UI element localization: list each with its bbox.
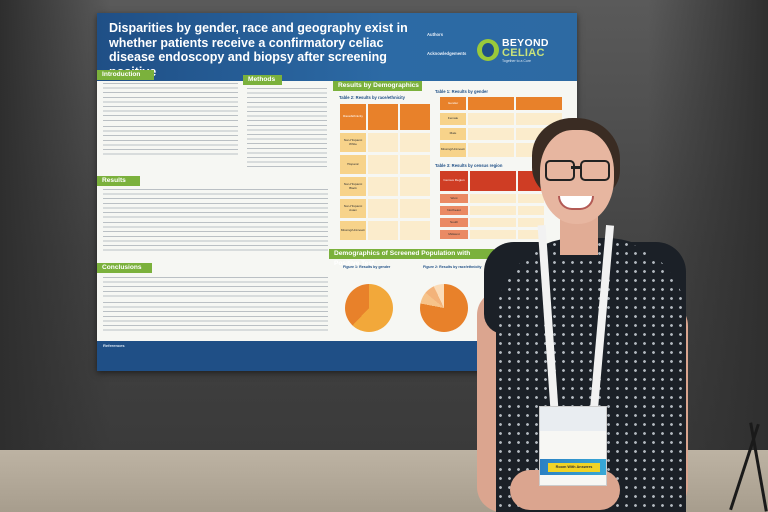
beyond-celiac-logo: BEYOND CELIAC Together to a Cure [477, 37, 575, 67]
table2-row: Non-Hispanic Asian [340, 199, 366, 218]
logo-celiac: CELIAC [502, 47, 545, 59]
logo-beyond: BEYOND [502, 37, 549, 49]
table1-cell [468, 113, 514, 125]
table3-header: Census Region [440, 171, 468, 191]
table3-title: Table 3: Results by census region [435, 163, 503, 168]
table2-cell [368, 155, 398, 174]
table2-cell [368, 199, 398, 218]
table2-col-header [400, 104, 430, 130]
table3-cell [518, 218, 544, 227]
conclusions-heading: Conclusions [97, 263, 152, 273]
table1-title: Table 1: Results by gender [435, 89, 488, 94]
table1-row: Female [440, 113, 466, 125]
easel-stand [729, 420, 768, 512]
acknowledgements-label: Acknowledgements [427, 50, 467, 56]
glasses-left-lens [545, 160, 575, 181]
table2-cell [368, 133, 398, 152]
badge-ribbon: Room With Answers [548, 463, 600, 472]
table1-col-header [516, 97, 562, 110]
research-poster: Disparities by gender, race and geograph… [97, 13, 577, 371]
poster-title: Disparities by gender, race and geograph… [109, 21, 408, 79]
logo-mark-icon [477, 39, 499, 61]
results-demographics-heading: Results by Demographics [333, 81, 422, 91]
figure1-title: Figure 1: Results by gender [343, 265, 391, 269]
table1-col-header [468, 97, 514, 110]
race-pie-chart [420, 284, 468, 332]
table1-row: Male [440, 128, 466, 140]
table2-row: Hispanic [340, 155, 366, 174]
table2-row: Missing/Unknown [340, 221, 366, 240]
table2-cell [400, 199, 430, 218]
table2-cell [400, 221, 430, 240]
table1-header: Gender [440, 97, 466, 110]
table3-row: Northeast [440, 206, 468, 215]
table3-row: South [440, 218, 468, 227]
table2-cell [400, 177, 430, 196]
poster-header: Disparities by gender, race and geograph… [97, 13, 577, 81]
table3-cell [518, 206, 544, 215]
table1-cell [468, 128, 514, 140]
glasses-right-lens [580, 160, 610, 181]
methods-heading: Methods [243, 75, 282, 85]
table3-cell [518, 230, 544, 239]
references-heading: References [103, 343, 125, 348]
table3-cell [470, 218, 516, 227]
methods-text [247, 88, 327, 173]
logo-wordmark: BEYOND CELIAC [502, 37, 549, 59]
table3-cell [470, 230, 516, 239]
table3-cell [470, 194, 516, 203]
results-text [103, 189, 328, 259]
badge-header [540, 407, 606, 431]
logo-tagline: Together to a Cure [502, 59, 531, 63]
table2-cell [368, 221, 398, 240]
table3-row: West [440, 194, 468, 203]
table2-cell [400, 133, 430, 152]
demographics-heading: Demographics of Screened Population with… [329, 249, 494, 267]
table3-cell [518, 194, 544, 203]
table1-cell [516, 113, 562, 125]
table2-row: Non-Hispanic Black [340, 177, 366, 196]
table2-title: Table 2: Results by race/ethnicity [339, 95, 406, 100]
table1-cell [468, 143, 514, 157]
table3-cell [470, 206, 516, 215]
wall-shadow-left [0, 0, 110, 455]
figure2-title: Figure 2: Results by race/ethnicity [423, 265, 482, 269]
gender-pie-chart [345, 284, 393, 332]
introduction-heading: Introduction [97, 70, 154, 80]
table2-row: Non-Hispanic White [340, 133, 366, 152]
glasses-bridge [571, 166, 580, 169]
results-heading: Results [97, 176, 140, 186]
authors-label: Authors [427, 32, 444, 37]
poster-authors: Authors Acknowledgements [427, 32, 475, 56]
table2-header: Race/Ethnicity [340, 104, 366, 130]
table2-cell [400, 155, 430, 174]
table2-col-header [368, 104, 398, 130]
table3-col-header [470, 171, 516, 191]
table1-row: Missing/Unknown [440, 143, 466, 157]
conclusions-text [103, 277, 328, 339]
introduction-text [103, 83, 238, 173]
table3-row: Midwest [440, 230, 468, 239]
table2-cell [368, 177, 398, 196]
name-badge: Room With Answers [539, 406, 607, 486]
